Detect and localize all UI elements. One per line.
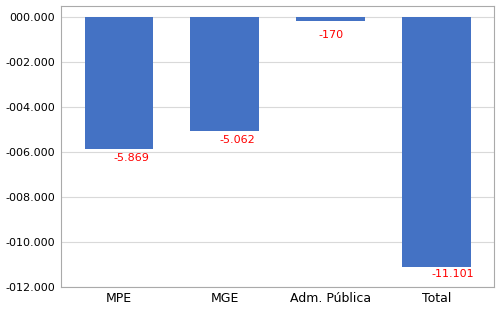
- Text: -11.101: -11.101: [431, 269, 474, 279]
- Text: -170: -170: [318, 30, 343, 39]
- Bar: [84, 17, 154, 149]
- Bar: [402, 17, 470, 267]
- Bar: [296, 17, 365, 21]
- Text: -5.869: -5.869: [114, 153, 150, 163]
- Text: -5.062: -5.062: [220, 135, 255, 145]
- Bar: [190, 17, 259, 131]
